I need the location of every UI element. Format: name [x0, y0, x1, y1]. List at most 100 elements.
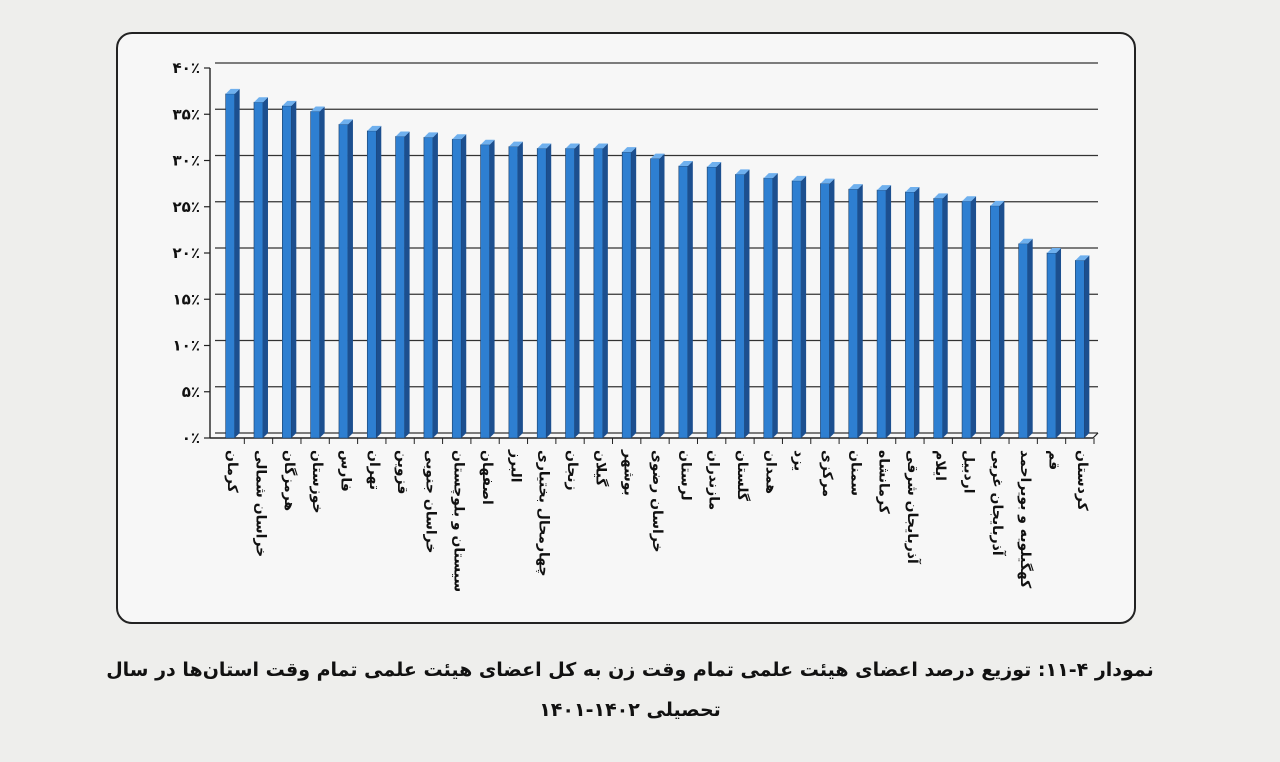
bar-side — [829, 178, 835, 438]
bar — [678, 165, 689, 439]
bar-side — [942, 193, 948, 438]
bar — [366, 130, 377, 439]
bar — [791, 180, 802, 439]
bar-group — [990, 200, 1005, 439]
bar — [735, 174, 745, 439]
x-tick-label: یزد — [791, 450, 807, 471]
x-tick-label: سمنان — [847, 450, 863, 496]
bar — [961, 200, 972, 439]
bar-top — [848, 184, 863, 190]
bar — [593, 148, 604, 439]
x-tick-label: بوشهر — [621, 449, 637, 496]
bar-side — [546, 143, 552, 438]
bar-top — [452, 134, 467, 140]
bar — [905, 191, 915, 439]
bar — [451, 138, 462, 439]
bar-top — [877, 185, 892, 191]
bar — [1075, 260, 1085, 439]
bar-side — [1027, 238, 1033, 438]
bar-group — [820, 178, 835, 439]
bar-side — [716, 161, 722, 438]
y-tick-label: ۰٪ — [182, 429, 200, 447]
bar-side — [1056, 248, 1062, 438]
bar-group — [338, 119, 353, 439]
bar-side — [574, 143, 580, 438]
bar-group — [282, 100, 297, 439]
x-tick-label: سیستان و بلوچستان — [451, 450, 467, 592]
bar-group — [366, 125, 382, 439]
bar-side — [971, 196, 977, 438]
bar-side — [886, 185, 892, 438]
bar-side — [517, 141, 523, 438]
bar-top — [253, 97, 268, 103]
bar-side — [262, 97, 268, 438]
caption-line-1: نمودار ۴-۱۱: توزیع درصد اعضای هیئت علمی … — [106, 659, 1154, 681]
bar — [763, 177, 774, 439]
bar-top — [820, 178, 835, 184]
bar-group — [678, 161, 693, 439]
x-tick-label: گلستان — [734, 450, 751, 502]
bar — [310, 111, 320, 439]
bar-top — [423, 132, 438, 138]
bar-group — [621, 147, 637, 439]
bar-top — [678, 161, 693, 167]
bar-top — [650, 153, 665, 159]
bar — [1018, 243, 1028, 439]
bar-group — [763, 173, 778, 439]
bar — [508, 146, 519, 439]
bar-group — [225, 88, 240, 439]
x-tick-label: قم — [1046, 450, 1062, 470]
bar-top — [1075, 255, 1090, 261]
x-tick-label: کرمان — [224, 450, 240, 494]
bar-top — [508, 141, 523, 147]
y-tick-label: ۵٪ — [182, 383, 200, 401]
bar-side — [319, 106, 325, 438]
bar-group — [876, 185, 892, 439]
bar-top — [395, 131, 410, 137]
bar-side — [1084, 255, 1090, 438]
bar-top — [905, 186, 920, 192]
x-tick-label: آذربایجان غربی — [989, 450, 1007, 557]
bar-top — [537, 143, 552, 149]
x-tick-label: فارس — [337, 450, 353, 492]
y-tick-label: ۲۰٪ — [173, 244, 200, 262]
bar-top — [792, 175, 807, 181]
bar — [876, 189, 887, 439]
bar — [848, 188, 859, 439]
bar-group — [1046, 248, 1062, 439]
bar-side — [659, 153, 665, 438]
bar-side — [801, 175, 807, 438]
bar-top — [1047, 248, 1062, 253]
y-tick-label: ۱۰٪ — [173, 337, 200, 355]
bar-group — [310, 106, 325, 439]
x-tick-label: ایلام — [932, 450, 948, 481]
bar-side — [234, 88, 240, 439]
bar-side — [602, 143, 608, 438]
bar-side — [489, 139, 495, 438]
figure-caption: نمودار ۴-۱۱: توزیع درصد اعضای هیئت علمی … — [100, 650, 1160, 730]
bar-top — [763, 173, 778, 179]
y-tick-label: ۳۰٪ — [173, 152, 200, 170]
x-tick-label: البرز — [507, 449, 523, 483]
y-tick-label: ۱۵٪ — [173, 290, 200, 308]
bar-top — [593, 143, 608, 149]
bar-side — [744, 169, 750, 438]
bar-group — [848, 184, 863, 439]
bar-group — [423, 132, 438, 439]
bar-top — [933, 193, 948, 199]
bar-side — [432, 132, 438, 438]
x-tick-label: مرکزی — [819, 450, 835, 497]
bar-group — [791, 175, 807, 439]
bar-top — [707, 161, 722, 167]
x-tick-label: خراسان رضوی — [649, 450, 665, 553]
bar-top — [565, 143, 580, 149]
bar-top — [1018, 238, 1033, 244]
bar-side — [631, 147, 637, 439]
x-tick-label: مازندران — [706, 450, 722, 510]
x-axis-depth — [1092, 432, 1099, 439]
bar-side — [404, 131, 410, 438]
x-tick-label: لرستان — [677, 450, 693, 501]
bar-group — [508, 141, 523, 439]
bar-group — [650, 153, 665, 439]
bar-group — [565, 143, 580, 439]
